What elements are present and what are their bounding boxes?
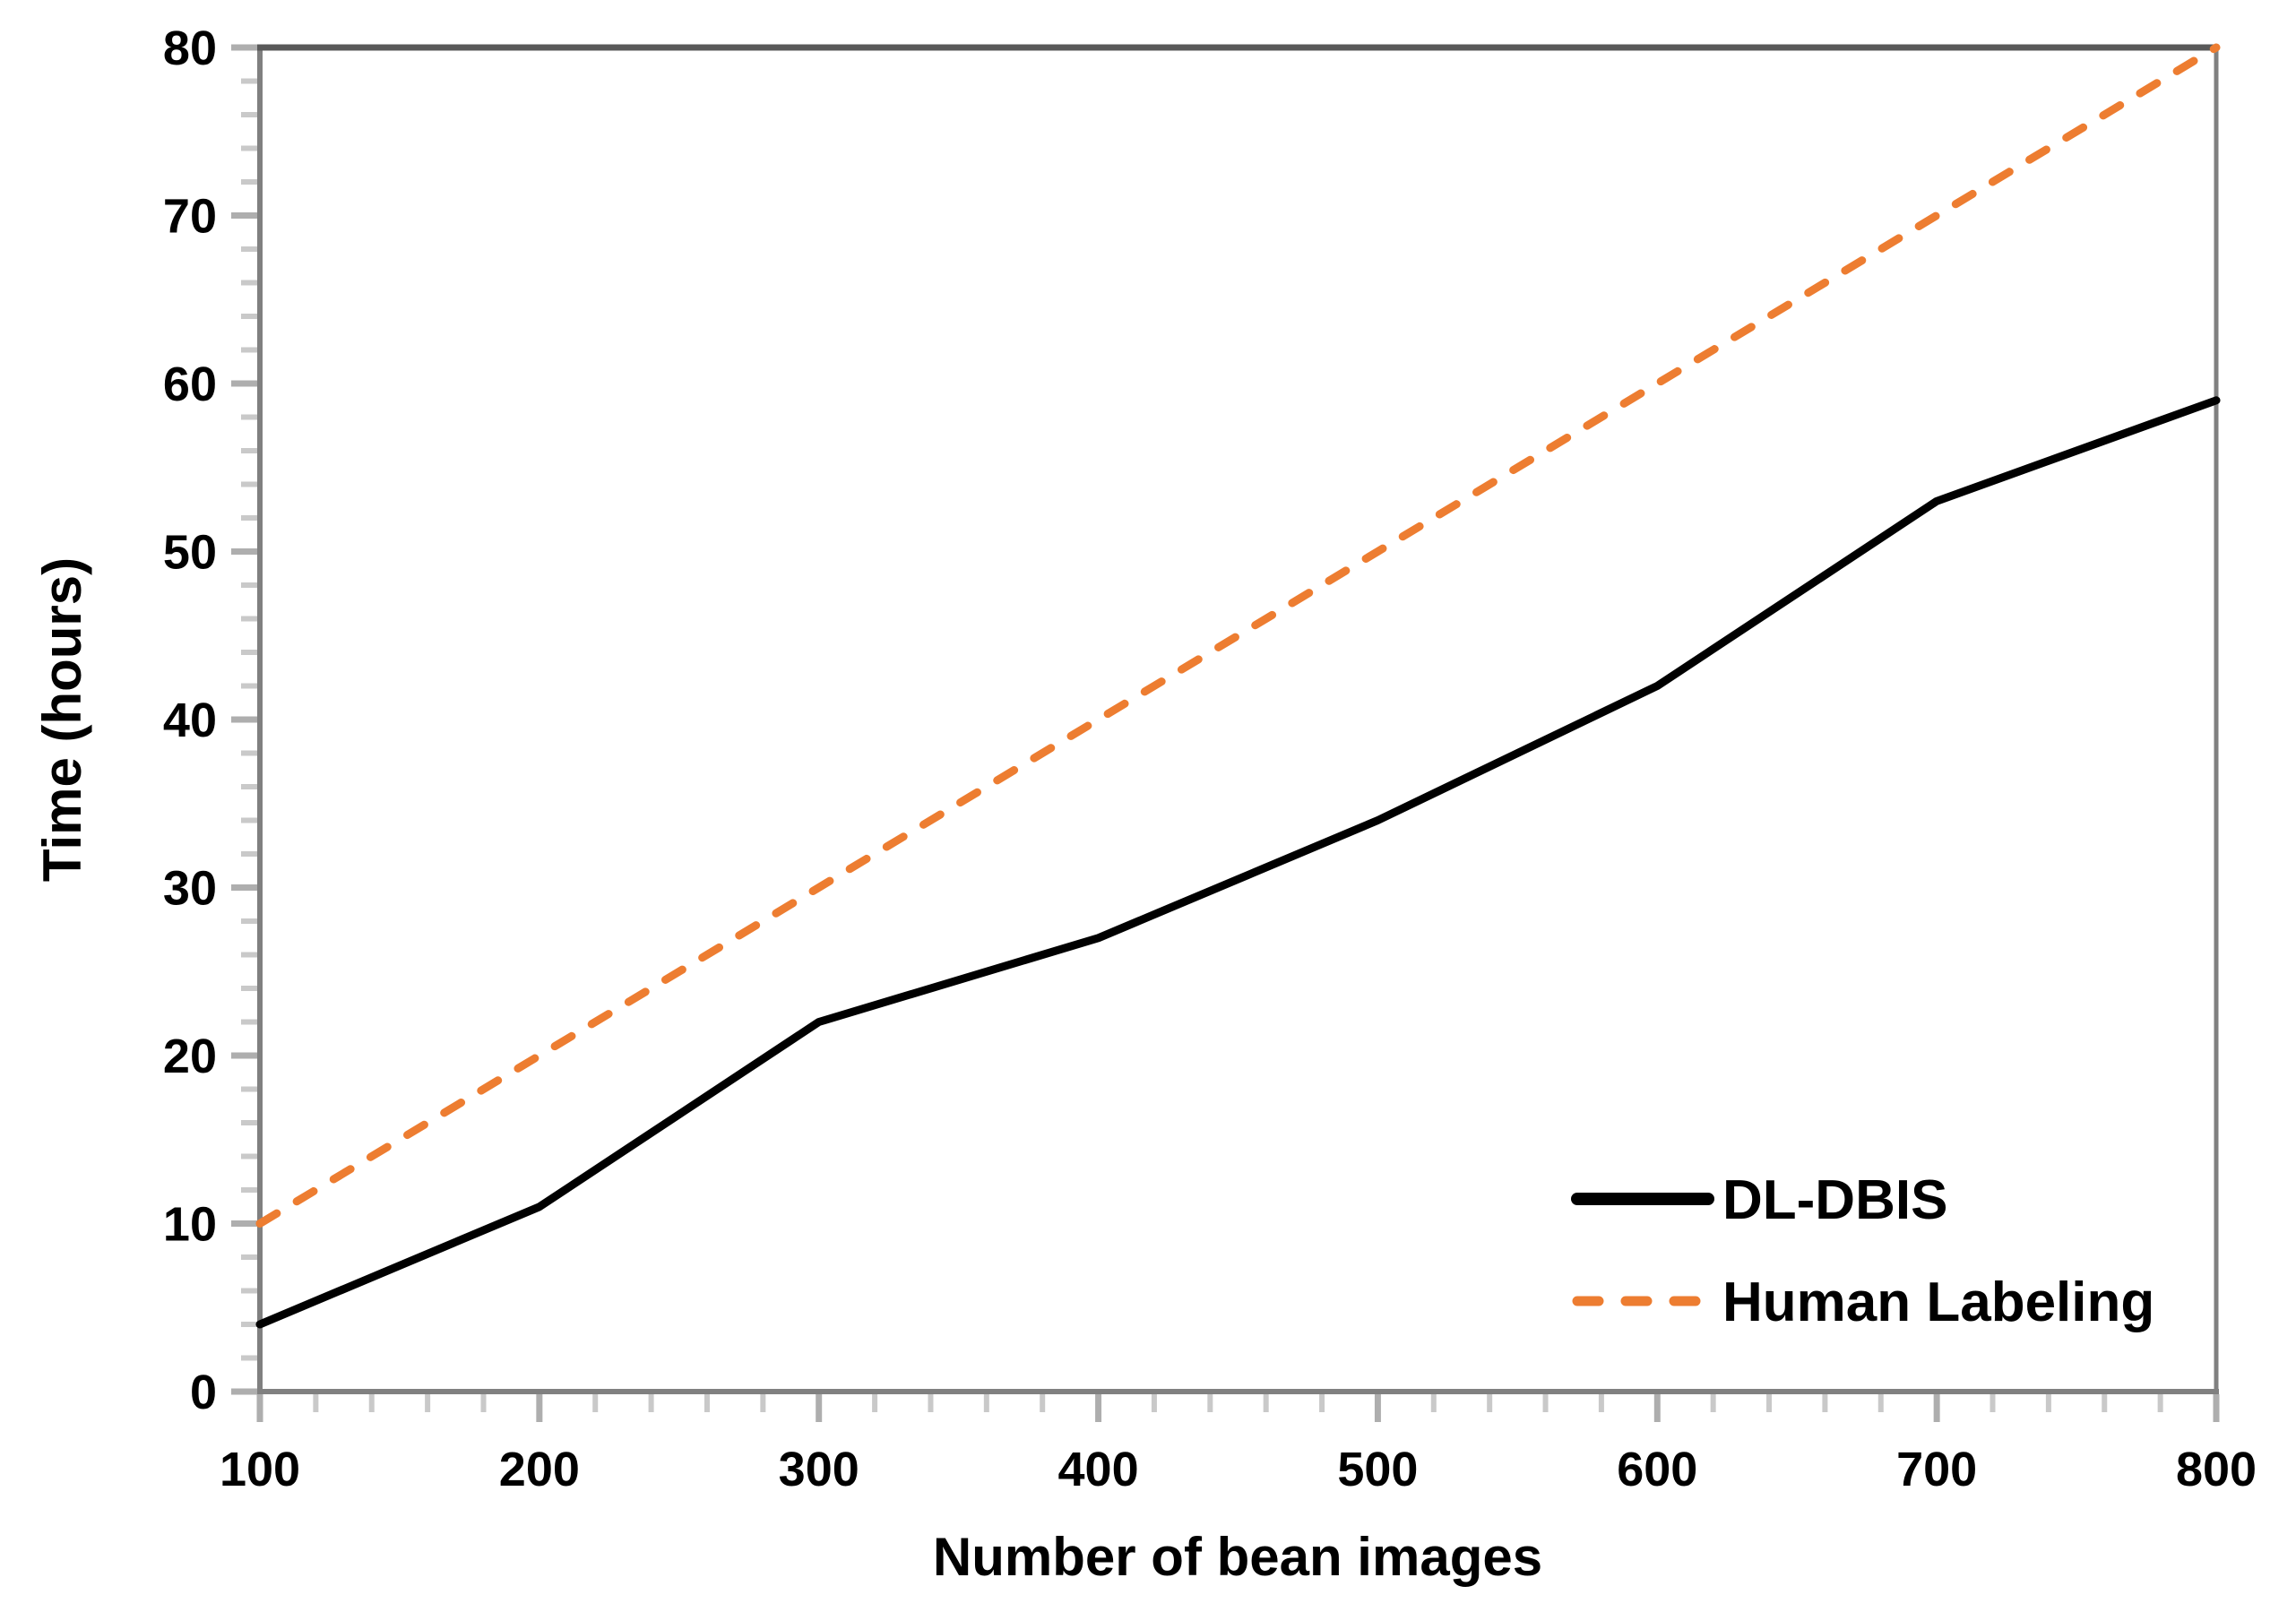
plot-border [257, 44, 2219, 1394]
x-tick-label: 200 [499, 1443, 580, 1496]
x-tick-label: 400 [1058, 1443, 1139, 1496]
x-tick-label: 600 [1617, 1443, 1697, 1496]
legend: DL-DBIS Human Labeling [1571, 1169, 2154, 1333]
legend-label-human-labeling: Human Labeling [1722, 1271, 2154, 1333]
data-series [255, 43, 2221, 1329]
x-tick-label: 100 [220, 1443, 300, 1496]
y-axis-title: Time (hours) [32, 557, 92, 882]
y-tick-label: 60 [163, 358, 217, 411]
x-tick-label: 500 [1337, 1443, 1418, 1496]
x-tick-label: 300 [779, 1443, 859, 1496]
x-tick-label: 700 [1896, 1443, 1977, 1496]
y-tick-label: 80 [163, 22, 217, 75]
y-tick-label: 30 [163, 862, 217, 916]
series-line-human-labeling [255, 43, 2221, 1228]
x-tick-label: 800 [2176, 1443, 2257, 1496]
x-axis-title: Number of bean images [933, 1527, 1542, 1587]
series-line-dl-dbis [255, 396, 2221, 1329]
y-tick-label: 70 [163, 190, 217, 244]
axis-ticks [231, 44, 2220, 1422]
y-tick-label: 20 [163, 1030, 217, 1083]
axis-tick-labels: 0 10 20 30 40 50 60 70 80 100 200 300 400 500 600 700 80… [163, 22, 2257, 1496]
y-tick-label: 10 [163, 1198, 217, 1252]
legend-label-dl-dbis: DL-DBIS [1722, 1169, 1947, 1231]
y-tick-label: 0 [190, 1366, 217, 1419]
y-tick-label: 50 [163, 526, 217, 580]
y-tick-label: 40 [163, 694, 217, 747]
